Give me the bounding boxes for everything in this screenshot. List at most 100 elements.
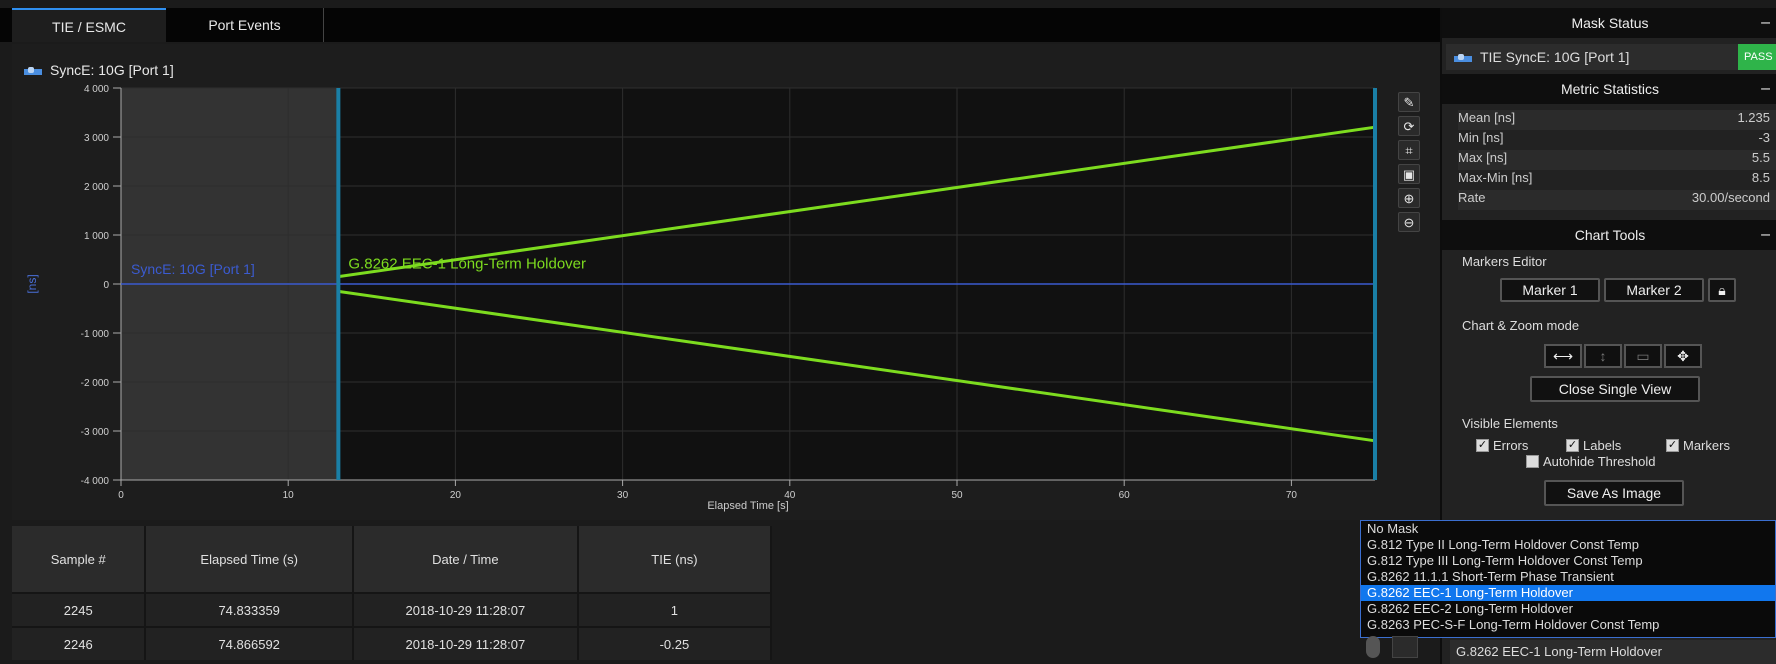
checkbox-label: Errors (1493, 438, 1529, 453)
marker-line-1 (336, 88, 341, 480)
pencil-icon[interactable]: ✎ (1398, 92, 1420, 112)
chart-tools-header[interactable]: Chart Tools – (1442, 220, 1776, 250)
horizontal-arrows-icon: ⟷ (1552, 348, 1574, 364)
chart-zoom-label: Chart & Zoom mode (1462, 318, 1580, 333)
tie-chart[interactable]: 4 000 3 000 2 000 1 000 0 -1 000 -2 000 -3 000 -… (0, 0, 1440, 520)
table-cell: 74.866592 (145, 626, 354, 660)
x-axis-label: Elapsed Time [s] (707, 500, 788, 512)
stat-value: 5.5 (1751, 150, 1770, 165)
col-header-sample[interactable]: Sample # (12, 526, 147, 593)
refresh-icon[interactable]: ⟳ (1398, 116, 1420, 136)
status-badge: PASS (1738, 44, 1776, 70)
mask-option[interactable]: No Mask (1367, 521, 1419, 536)
y-tick-label: -2 000 (81, 378, 110, 389)
chart-markers (336, 88, 1377, 480)
table-cell: 1 (577, 592, 773, 627)
mask-dropdown-list[interactable]: No Mask G.812 Type II Long-Term Holdover… (1360, 520, 1776, 638)
series-line-mask-limit (338, 289, 1376, 443)
table-cell: 2246 (12, 626, 147, 660)
stat-value: 1.235 (1737, 110, 1770, 125)
mask-select[interactable]: G.8262 EEC-1 Long-Term Holdover (1450, 640, 1776, 664)
marker2-button[interactable]: Marker 2 (1604, 278, 1704, 302)
labels-checkbox[interactable]: ✓ Labels (1566, 438, 1621, 453)
stat-row-mean: Mean [ns] 1.235 (1458, 110, 1776, 130)
stat-value: -3 (1758, 130, 1770, 145)
x-tick-label: 50 (951, 490, 963, 501)
zoom-out-icon[interactable]: ⊖ (1398, 212, 1420, 232)
samples-table: Sample # Elapsed Time (s) Date / Time TI… (12, 526, 773, 664)
stat-row-max: Max [ns] 5.5 (1458, 150, 1776, 170)
markers-editor-label: Markers Editor (1462, 254, 1547, 269)
table-header-row: Sample # Elapsed Time (s) Date / Time TI… (12, 526, 773, 593)
crop-icon[interactable]: ⌗ (1398, 140, 1420, 160)
stat-label: Rate (1458, 190, 1486, 205)
scroll-handle[interactable] (1366, 636, 1380, 658)
series-line-mask-limit (338, 125, 1376, 279)
chart-series-icon (24, 65, 42, 75)
dropdown-toggle[interactable] (1392, 636, 1418, 658)
chart-series-icon (1454, 52, 1472, 62)
zoom-horizontal-button[interactable]: ⟷ (1544, 344, 1582, 368)
y-tick-label: 3 000 (84, 133, 109, 144)
x-tick-label: 30 (617, 490, 629, 501)
move-icon: ✥ (1677, 348, 1689, 364)
col-header-datetime[interactable]: Date / Time (352, 526, 579, 593)
collapse-icon[interactable]: – (1761, 14, 1770, 31)
table-row[interactable]: 2245 74.833359 2018-10-29 11:28:07 1 (12, 592, 773, 627)
mask-status-row[interactable]: TIE SyncE: 10G [Port 1] PASS (1446, 44, 1776, 70)
mask-option-selected[interactable]: G.8262 EEC-1 Long-Term Holdover (1361, 585, 1775, 601)
mask-option[interactable]: G.8262 11.1.1 Short-Term Phase Transient (1367, 569, 1614, 584)
table-cell: 74.833359 (145, 592, 354, 627)
col-header-elapsed[interactable]: Elapsed Time (s) (145, 526, 354, 593)
metric-statistics-header[interactable]: Metric Statistics – (1442, 74, 1776, 104)
image-icon[interactable]: ▣ (1398, 164, 1420, 184)
checkbox-label: Labels (1583, 438, 1622, 453)
table-cell: 2245 (12, 592, 147, 627)
autohide-threshold-checkbox[interactable]: Autohide Threshold (1526, 454, 1656, 469)
chart-series (121, 125, 1376, 443)
save-as-image-button[interactable]: Save As Image (1544, 480, 1684, 506)
zoom-in-icon[interactable]: ⊕ (1398, 188, 1420, 208)
collapse-icon[interactable]: – (1761, 226, 1770, 243)
mask-option[interactable]: G.812 Type III Long-Term Holdover Const … (1367, 553, 1643, 568)
mask-option[interactable]: G.8262 EEC-2 Long-Term Holdover (1367, 601, 1573, 616)
stat-row-min: Min [ns] -3 (1458, 130, 1776, 150)
close-single-view-button[interactable]: Close Single View (1530, 376, 1700, 402)
markers-checkbox[interactable]: ✓ Markers (1666, 438, 1730, 453)
collapse-icon[interactable]: – (1761, 80, 1770, 97)
zoom-vertical-button[interactable]: ↕ (1584, 344, 1622, 368)
table-row[interactable]: 2246 74.866592 2018-10-29 11:28:07 -0.25 (12, 626, 773, 660)
stat-label: Max-Min [ns] (1458, 170, 1533, 185)
stat-label: Max [ns] (1458, 150, 1508, 165)
pan-button[interactable]: ✥ (1664, 344, 1702, 368)
mask-option[interactable]: G.812 Type II Long-Term Holdover Const T… (1367, 537, 1639, 552)
table-cell: -0.25 (577, 626, 773, 660)
errors-checkbox[interactable]: ✓ Errors (1476, 438, 1528, 453)
checkbox-label: Markers (1683, 438, 1730, 453)
x-tick-label: 20 (450, 490, 462, 501)
chart-tools-title: Chart Tools (1574, 227, 1646, 243)
y-axis-label: [ns] (25, 274, 39, 293)
marker-line-2 (1373, 88, 1377, 480)
tab-port-events[interactable]: Port Events (166, 8, 324, 42)
x-axis: 0 10 20 30 40 50 60 70 (118, 479, 1375, 501)
table-cell: 2018-10-29 11:28:07 (352, 592, 579, 627)
stat-label: Mean [ns] (1458, 110, 1516, 125)
stat-label: Min [ns] (1458, 130, 1504, 145)
series-legend[interactable]: SyncE: 10G [Port 1] (24, 62, 174, 78)
stat-value: 30.00/second (1691, 190, 1770, 205)
marker1-button[interactable]: Marker 1 (1500, 278, 1600, 302)
x-tick-label: 10 (283, 490, 295, 501)
col-header-tie[interactable]: TIE (ns) (577, 526, 773, 593)
table-cell: 2018-10-29 11:28:07 (352, 626, 579, 660)
mask-status-header[interactable]: Mask Status – (1442, 8, 1776, 38)
y-tick-label: 1 000 (84, 231, 109, 242)
tab-tie-esmc[interactable]: TIE / ESMC (12, 8, 166, 42)
zoom-rectangle-button[interactable]: ▭ (1624, 344, 1662, 368)
checkbox-label: Autohide Threshold (1543, 454, 1656, 469)
lock-button[interactable]: 🔒︎ (1708, 278, 1736, 302)
checkbox-icon (1526, 455, 1539, 468)
annotation-mask-label: G.8262 EEC-1 Long-Term Holdover (348, 255, 586, 272)
mask-option[interactable]: G.8263 PEC-S-F Long-Term Holdover Const … (1367, 617, 1660, 632)
checkbox-icon: ✓ (1666, 439, 1679, 452)
